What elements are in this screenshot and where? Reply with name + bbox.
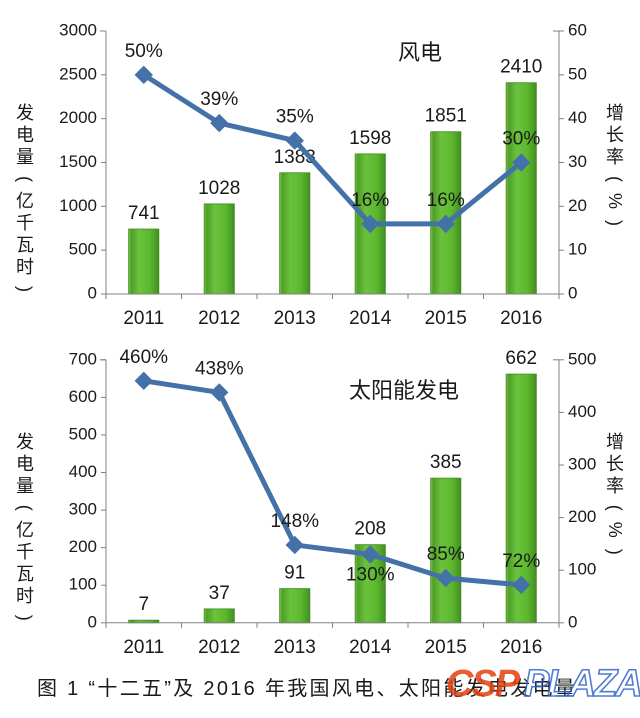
svg-text:PLAZA: PLAZA	[524, 663, 640, 705]
svg-text:2011: 2011	[123, 637, 164, 658]
svg-text:(: (	[15, 176, 35, 182]
svg-text:72%: 72%	[502, 551, 540, 572]
svg-text:40: 40	[568, 108, 587, 127]
svg-text:100: 100	[69, 575, 97, 594]
svg-text:(: (	[15, 505, 35, 511]
svg-text:130%: 130%	[346, 564, 395, 585]
svg-text:460%: 460%	[119, 347, 168, 368]
svg-text:): )	[605, 220, 625, 226]
svg-text:长: 长	[606, 125, 624, 145]
svg-text:千: 千	[16, 213, 34, 233]
svg-text:60: 60	[568, 20, 587, 39]
svg-text:时: 时	[16, 257, 34, 277]
svg-text:增: 增	[606, 432, 624, 452]
svg-text:1851: 1851	[425, 106, 467, 127]
svg-text:0: 0	[568, 283, 577, 302]
svg-text:率: 率	[606, 476, 624, 496]
svg-text:500: 500	[568, 349, 596, 368]
svg-text:0: 0	[88, 283, 97, 302]
svg-text:500: 500	[69, 240, 97, 259]
svg-text:亿: 亿	[16, 191, 34, 211]
svg-text:发: 发	[16, 432, 34, 452]
svg-text:37: 37	[209, 583, 230, 604]
svg-text:风电: 风电	[398, 40, 442, 65]
svg-text:30: 30	[568, 152, 587, 171]
svg-text:2014: 2014	[349, 637, 392, 658]
svg-text:亿: 亿	[16, 520, 34, 540]
svg-text:瓦: 瓦	[16, 564, 34, 584]
svg-text:2500: 2500	[59, 64, 97, 83]
svg-text:增: 增	[606, 103, 624, 123]
svg-text:91: 91	[284, 563, 305, 584]
svg-text:): )	[15, 615, 35, 621]
svg-text:2015: 2015	[425, 308, 467, 329]
svg-text:600: 600	[69, 387, 97, 406]
svg-text:长: 长	[606, 454, 624, 474]
svg-text:400: 400	[568, 402, 596, 421]
svg-text:%: %	[605, 522, 625, 538]
svg-text:700: 700	[69, 349, 97, 368]
svg-text:2014: 2014	[349, 308, 392, 329]
svg-text:电: 电	[16, 454, 34, 474]
svg-text:(: (	[605, 176, 625, 182]
svg-text:100: 100	[568, 560, 596, 579]
svg-text:200: 200	[568, 507, 596, 526]
svg-text:662: 662	[505, 348, 537, 369]
svg-text:2013: 2013	[274, 637, 316, 658]
svg-text:16%: 16%	[351, 190, 389, 211]
svg-text:2012: 2012	[198, 308, 240, 329]
svg-text:): )	[15, 286, 35, 292]
svg-text:20: 20	[568, 196, 587, 215]
svg-text:%: %	[605, 193, 625, 209]
svg-text:量: 量	[16, 476, 34, 496]
svg-text:CSP: CSP	[446, 663, 521, 705]
svg-text:千: 千	[16, 542, 34, 562]
svg-text:300: 300	[568, 454, 596, 473]
svg-text:2000: 2000	[59, 108, 97, 127]
svg-text:(: (	[605, 505, 625, 511]
svg-text:3000: 3000	[59, 20, 97, 39]
svg-text:1500: 1500	[59, 152, 97, 171]
svg-text:10: 10	[568, 240, 587, 259]
svg-text:148%: 148%	[270, 511, 319, 532]
svg-text:1000: 1000	[59, 196, 97, 215]
svg-text:率: 率	[606, 147, 624, 167]
svg-text:量: 量	[16, 147, 34, 167]
svg-text:85%: 85%	[427, 544, 465, 565]
svg-text:50%: 50%	[125, 41, 163, 62]
svg-text:2016: 2016	[500, 308, 542, 329]
svg-text:太阳能发电: 太阳能发电	[349, 378, 459, 403]
svg-text:35%: 35%	[276, 107, 314, 128]
svg-text:2012: 2012	[198, 637, 240, 658]
svg-text:0: 0	[88, 612, 97, 631]
svg-text:1028: 1028	[198, 178, 240, 199]
svg-text:0: 0	[568, 612, 577, 631]
svg-text:385: 385	[430, 452, 462, 473]
svg-text:200: 200	[69, 537, 97, 556]
svg-text:39%: 39%	[200, 89, 238, 110]
svg-text:2410: 2410	[500, 57, 542, 78]
svg-text:208: 208	[354, 519, 386, 540]
svg-text:16%: 16%	[427, 190, 465, 211]
svg-text:438%: 438%	[195, 358, 244, 379]
svg-text:2011: 2011	[123, 308, 164, 329]
svg-text:500: 500	[69, 424, 97, 443]
svg-text:时: 时	[16, 586, 34, 606]
svg-text:2016: 2016	[500, 637, 542, 658]
svg-text:2013: 2013	[274, 308, 316, 329]
svg-text:30%: 30%	[502, 129, 540, 150]
svg-text:741: 741	[128, 203, 160, 224]
svg-text:瓦: 瓦	[16, 235, 34, 255]
svg-text:电: 电	[16, 125, 34, 145]
svg-text:400: 400	[69, 462, 97, 481]
svg-text:1598: 1598	[349, 128, 391, 149]
svg-text:7: 7	[138, 594, 149, 615]
svg-text:300: 300	[69, 500, 97, 519]
svg-text:发: 发	[16, 103, 34, 123]
svg-text:2015: 2015	[425, 637, 467, 658]
svg-text:50: 50	[568, 64, 587, 83]
svg-text:): )	[605, 549, 625, 555]
